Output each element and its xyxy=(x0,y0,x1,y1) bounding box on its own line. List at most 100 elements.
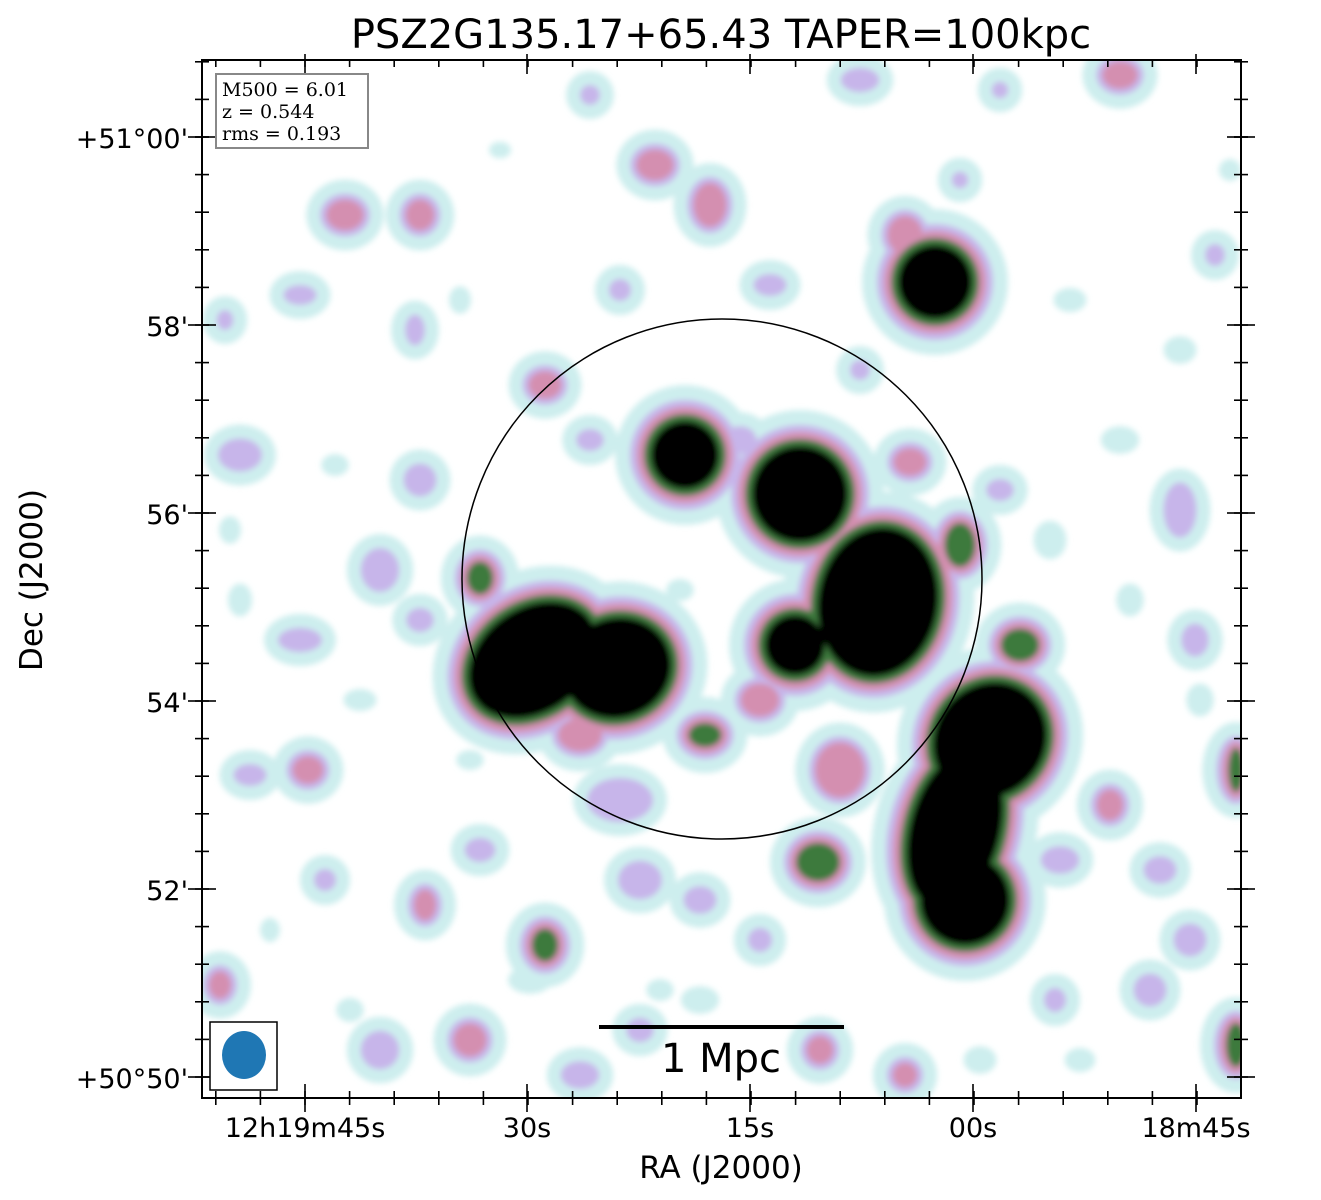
emission-contour xyxy=(796,842,840,882)
emission-contour xyxy=(278,627,322,653)
emission-contour xyxy=(576,429,604,451)
emission-contour xyxy=(920,855,1010,945)
emission-contour xyxy=(753,274,787,296)
figure-title: PSZ2G135.17+65.43 TAPER=100kpc xyxy=(351,12,1091,58)
emission-contour xyxy=(406,607,434,633)
emission-contour xyxy=(1033,520,1067,560)
y-axis-label: Dec (J2000) xyxy=(14,489,50,671)
emission-contour xyxy=(562,617,672,719)
emission-contour xyxy=(283,285,317,305)
emission-contour xyxy=(1053,287,1087,313)
emission-contour xyxy=(1133,973,1167,1007)
x-tick-label: 12h19m45s xyxy=(225,1113,386,1144)
emission-contour xyxy=(991,81,1009,99)
emission-contour xyxy=(343,689,377,711)
emission-contour xyxy=(892,1062,918,1088)
emission-contour xyxy=(1173,923,1207,957)
info-redshift: z = 0.544 xyxy=(222,101,314,123)
emission-contour xyxy=(360,1030,400,1070)
emission-contour xyxy=(403,463,437,497)
emission-contour xyxy=(893,448,927,476)
emission-contour xyxy=(314,869,336,891)
y-tick-label: +50°50' xyxy=(76,1064,188,1095)
emission-contour xyxy=(1186,683,1214,717)
emission-contour xyxy=(898,245,972,319)
emission-contour xyxy=(747,927,773,953)
emission-contour xyxy=(216,310,234,330)
emission-contour xyxy=(464,837,496,863)
emission-contour xyxy=(209,971,231,999)
x-tick-label: 00s xyxy=(949,1113,997,1144)
emission-contour xyxy=(336,997,364,1023)
radio-map xyxy=(202,60,1241,1098)
y-tick-label: 54' xyxy=(146,688,188,719)
emission-contour xyxy=(227,583,253,617)
scale-bar: 1 Mpc xyxy=(599,1025,844,1082)
emission-contour xyxy=(951,171,969,189)
emission-contour xyxy=(683,886,717,914)
y-tick-label: 52' xyxy=(146,876,188,907)
emission-contour xyxy=(219,516,241,544)
emission-contour xyxy=(292,756,324,784)
emission-contour xyxy=(680,986,720,1014)
emission-contour xyxy=(740,683,780,717)
plot-frame xyxy=(201,59,1242,1099)
emission-contour xyxy=(636,149,674,181)
emission-contour xyxy=(1163,336,1197,364)
emission-contour xyxy=(580,85,600,105)
emission-contour xyxy=(1205,244,1225,266)
emission-contour xyxy=(1219,159,1241,181)
emission-contour xyxy=(666,579,694,601)
emission-contour xyxy=(944,523,976,567)
emission-contour xyxy=(468,601,598,719)
emission-contour xyxy=(405,199,435,231)
y-tick-label: 56' xyxy=(146,500,188,531)
info-box: M500 = 6.01 z = 0.544 rms = 0.193 xyxy=(215,73,369,149)
emission-contour xyxy=(1181,623,1209,657)
emission-contour xyxy=(963,1046,997,1074)
emission-contour xyxy=(1228,748,1241,792)
emission-contour xyxy=(1000,628,1040,662)
x-tick-label: 18m45s xyxy=(1141,1113,1250,1144)
emission-contour xyxy=(688,722,722,748)
emission-contour xyxy=(840,67,880,93)
x-tick-label: 15s xyxy=(726,1113,774,1144)
emission-contour xyxy=(765,615,825,675)
emission-contour xyxy=(531,928,559,962)
emission-contour xyxy=(1044,987,1066,1013)
emission-contour xyxy=(456,750,484,770)
emission-contour xyxy=(260,917,280,943)
emission-contour xyxy=(850,360,870,380)
emission-contour xyxy=(453,1023,487,1057)
emission-contour xyxy=(560,1061,600,1089)
emission-contour xyxy=(1040,846,1080,874)
emission-contour xyxy=(558,718,602,752)
emission-contour xyxy=(405,314,425,346)
emission-contour xyxy=(360,548,400,592)
emission-contour xyxy=(414,889,436,921)
emission-contour xyxy=(817,527,939,677)
beam-ellipse xyxy=(222,1031,266,1079)
emission-contour xyxy=(326,199,364,231)
emission-contour xyxy=(986,479,1014,501)
emission-layer xyxy=(202,60,1241,1098)
r500-circle xyxy=(461,318,983,840)
emission-contour xyxy=(587,778,653,822)
emission-contour xyxy=(609,279,631,301)
x-axis-label: RA (J2000) xyxy=(639,1150,803,1186)
emission-contour xyxy=(1163,482,1197,538)
emission-contour xyxy=(693,183,727,227)
emission-contour xyxy=(815,742,865,798)
beam-box xyxy=(209,1021,278,1091)
emission-contour xyxy=(466,561,494,595)
emission-contour xyxy=(646,979,674,1001)
emission-contour xyxy=(1064,1047,1096,1073)
emission-contour xyxy=(626,1017,654,1043)
emission-contour xyxy=(233,764,267,786)
emission-contour xyxy=(806,1036,834,1064)
emission-contour xyxy=(752,446,848,542)
emission-contour xyxy=(489,141,511,159)
emission-contour xyxy=(1102,61,1138,89)
y-tick-label: +51°00' xyxy=(76,124,188,155)
